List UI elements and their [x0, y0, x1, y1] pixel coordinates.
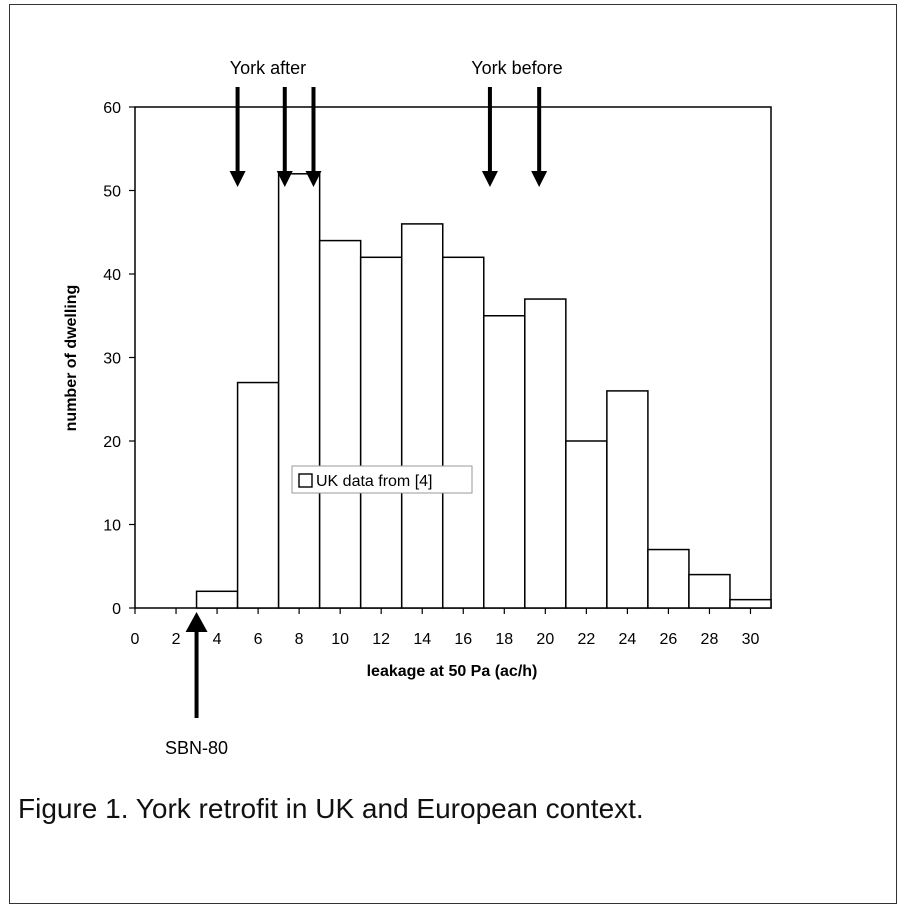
y-tick-label: 10 [103, 518, 121, 535]
x-tick-label: 0 [131, 631, 140, 648]
annotation-label-0: York after [230, 58, 306, 78]
x-tick-label: 6 [254, 631, 263, 648]
y-axis-label: number of dwelling [63, 285, 80, 432]
annotation-label-1: York before [471, 58, 562, 78]
bar-12 [688, 573, 731, 609]
x-tick-label: 18 [495, 631, 513, 648]
x-tick-label: 26 [660, 631, 678, 648]
x-tick-label: 12 [372, 631, 390, 648]
annotation-1-arrow-0-head [481, 171, 498, 187]
annotation-0-arrow-0-head [229, 171, 246, 187]
bar-6 [441, 256, 485, 609]
x-tick-label: 4 [213, 631, 222, 648]
annotation-1-arrow-1-head [531, 171, 548, 187]
bar-8 [524, 298, 567, 609]
x-tick-label: 14 [413, 631, 431, 648]
annotation-0-arrow-2-head [305, 171, 322, 187]
y-tick-label: 40 [103, 267, 121, 284]
y-tick-label: 0 [112, 601, 121, 618]
x-tick-label: 20 [536, 631, 554, 648]
bar-1 [236, 381, 280, 609]
y-tick-label: 50 [103, 184, 121, 201]
bar-3 [318, 239, 362, 609]
bar-5 [400, 223, 444, 609]
sbn-arrow-0-head [185, 612, 208, 632]
figure-caption: Figure 1. York retrofit in UK and Europe… [18, 793, 644, 824]
x-axis-label: leakage at 50 Pa (ac/h) [367, 663, 538, 680]
bar-2 [277, 173, 321, 609]
y-tick-label: 20 [103, 434, 121, 451]
bar-9 [565, 440, 608, 609]
legend-box [291, 465, 473, 494]
x-tick-label: 16 [454, 631, 472, 648]
annotation-0-arrow-1-head [276, 171, 293, 187]
legend-label: UK data from [4] [316, 473, 433, 490]
x-tick-label: 24 [618, 631, 636, 648]
x-tick-label: 28 [701, 631, 719, 648]
bar-11 [647, 548, 690, 609]
x-tick-label: 10 [331, 631, 349, 648]
bar-7 [483, 315, 526, 609]
bar-13 [729, 598, 772, 609]
bar-0 [195, 590, 239, 609]
x-tick-label: 30 [742, 631, 760, 648]
annotation-label-sbn: SBN-80 [165, 738, 228, 758]
x-tick-label: 2 [172, 631, 181, 648]
y-tick-label: 60 [103, 100, 121, 117]
x-tick-label: 22 [577, 631, 595, 648]
bar-4 [359, 256, 403, 609]
x-tick-label: 8 [295, 631, 304, 648]
bar-10 [606, 390, 649, 609]
y-tick-label: 30 [103, 351, 121, 368]
legend-swatch [298, 473, 313, 488]
legend: UK data from [4] [291, 465, 473, 494]
